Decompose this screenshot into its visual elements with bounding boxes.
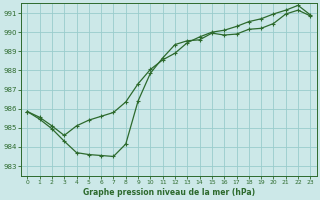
X-axis label: Graphe pression niveau de la mer (hPa): Graphe pression niveau de la mer (hPa) <box>83 188 255 197</box>
